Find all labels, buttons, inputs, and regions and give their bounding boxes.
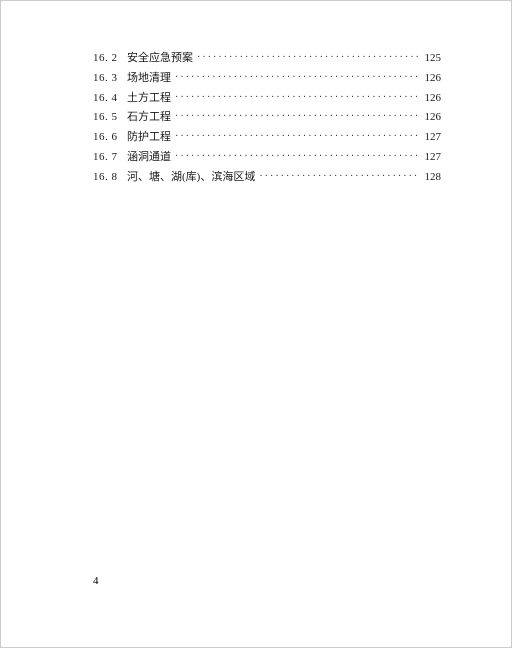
toc-entry-number: 16. 6 [93, 128, 127, 148]
page-number: 4 [93, 575, 99, 587]
toc-entry: 16. 2安全应急预案·····························… [93, 49, 441, 69]
toc-entry-title: 河、塘、湖(库)、滨海区域 [127, 168, 255, 188]
page-content: 16. 2安全应急预案·····························… [1, 1, 511, 647]
toc-entry-title: 防护工程 [127, 128, 171, 148]
toc-entry: 16. 3场地清理·······························… [93, 69, 441, 89]
toc-entry-title: 石方工程 [127, 108, 171, 128]
toc-entry-number: 16. 8 [93, 168, 127, 188]
toc-entry: 16. 8河、塘、湖(库)、滨海区域······················… [93, 168, 441, 188]
toc-leader-dots: ········································… [197, 49, 419, 67]
toc-entry-number: 16. 5 [93, 108, 127, 128]
toc-leader-dots: ········································… [175, 69, 419, 87]
toc-entry-number: 16. 2 [93, 49, 127, 69]
toc-entry-number: 16. 7 [93, 148, 127, 168]
toc-entry-page: 126 [425, 69, 442, 89]
toc-entry: 16. 5石方工程·······························… [93, 108, 441, 128]
toc-entry-number: 16. 4 [93, 89, 127, 109]
toc-leader-dots: ········································… [175, 148, 419, 166]
toc-entry-page: 125 [425, 49, 442, 69]
toc-entry-title: 土方工程 [127, 89, 171, 109]
toc-entry-page: 126 [425, 89, 442, 109]
toc-entry-page: 128 [425, 168, 442, 188]
toc-leader-dots: ········································… [259, 168, 418, 186]
toc-entry-page: 126 [425, 108, 442, 128]
toc-entry: 16. 6防护工程·······························… [93, 128, 441, 148]
toc-entry: 16. 4土方工程·······························… [93, 89, 441, 109]
toc-entry-title: 场地清理 [127, 69, 171, 89]
toc-leader-dots: ········································… [175, 108, 419, 126]
toc-entry-number: 16. 3 [93, 69, 127, 89]
toc-leader-dots: ········································… [175, 128, 419, 146]
table-of-contents: 16. 2安全应急预案·····························… [93, 49, 441, 188]
toc-entry-page: 127 [425, 128, 442, 148]
toc-entry-title: 涵洞通道 [127, 148, 171, 168]
toc-entry-title: 安全应急预案 [127, 49, 193, 69]
toc-leader-dots: ········································… [175, 89, 419, 107]
toc-entry-page: 127 [425, 148, 442, 168]
toc-entry: 16. 7涵洞通道·······························… [93, 148, 441, 168]
